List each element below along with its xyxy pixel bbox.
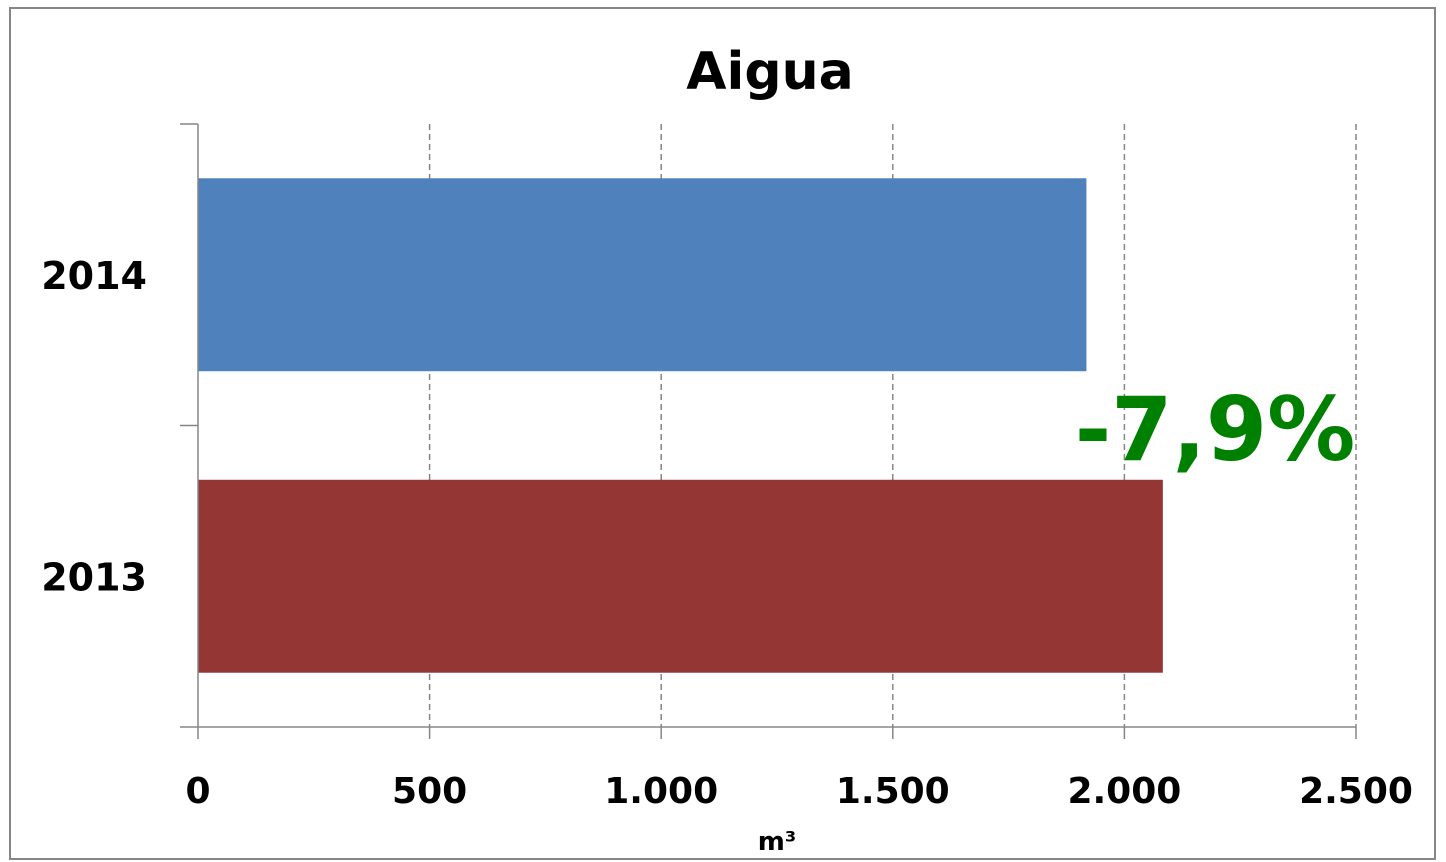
chart-title: Aigua [686,42,853,102]
x-tick-label: 2.500 [1299,771,1413,812]
x-tick-label: 2.000 [1067,771,1181,812]
axes [180,123,1357,739]
x-tick-label: 0 [185,771,210,812]
category-labels: 2013 2014 [41,254,147,600]
x-axis-label: m³ [758,827,796,857]
category-label: 2013 [41,555,147,599]
bars [198,178,1163,673]
x-tick-label: 500 [392,771,467,812]
change-annotation: -7,9% [1075,378,1356,481]
chart-frame [9,7,1436,860]
x-tick-labels: 0 500 1.000 1.500 2.000 2.500 [185,771,1412,812]
bar [198,178,1087,372]
x-tick-label: 1.000 [604,771,718,812]
bar [198,479,1163,673]
category-label: 2014 [41,254,147,298]
x-tick-label: 1.500 [836,771,950,812]
